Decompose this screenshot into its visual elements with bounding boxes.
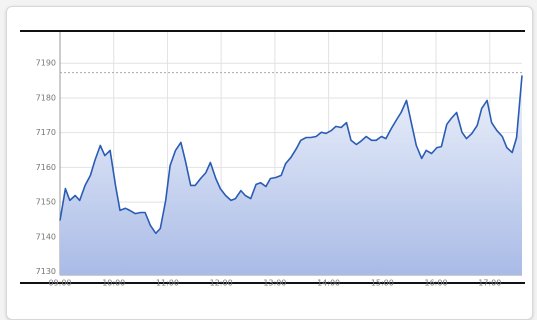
y-tick-label: 7140 [36,232,56,241]
x-tick-label: 16:00 [425,279,448,288]
x-tick-label: 15:00 [371,279,394,288]
y-tick-label: 7150 [36,198,56,207]
area [60,75,522,276]
x-tick-label: 09:00 [48,279,71,288]
x-tick-label: 12:00 [210,279,233,288]
x-tick-label: 10:00 [102,279,125,288]
x-tick-label: 13:00 [263,279,286,288]
y-tick-label: 7160 [36,163,56,172]
y-tick-label: 7170 [36,128,56,137]
y-tick-label: 7130 [36,267,56,276]
x-tick-label: 14:00 [317,279,340,288]
x-tick-label: 17:00 [478,279,501,288]
y-tick-label: 7180 [36,93,56,102]
x-tick-label: 11:00 [156,279,179,288]
y-tick-label: 7190 [36,59,56,68]
price-line [59,75,523,235]
